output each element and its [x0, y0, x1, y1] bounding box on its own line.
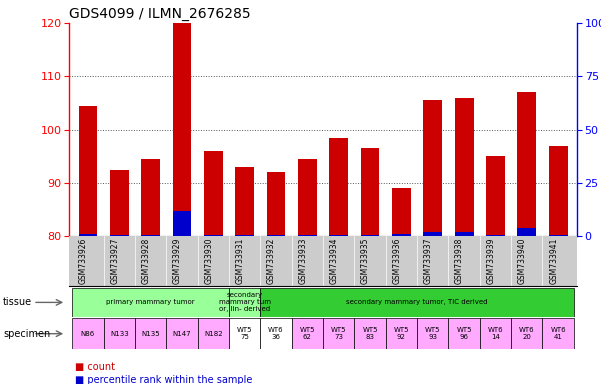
Bar [204, 235, 223, 236]
Bar [298, 235, 317, 236]
Bar [235, 235, 254, 236]
Bar [448, 318, 480, 349]
Bar [455, 232, 474, 236]
Text: GSM733926: GSM733926 [79, 238, 88, 284]
Text: primary mammary tumor: primary mammary tumor [106, 300, 195, 305]
Text: WT6
41: WT6 41 [551, 327, 566, 340]
Bar [423, 100, 442, 236]
Text: WT6
36: WT6 36 [268, 327, 284, 340]
Bar [480, 318, 511, 349]
Text: specimen: specimen [3, 329, 50, 339]
Text: WT5
83: WT5 83 [362, 327, 378, 340]
Text: GSM733938: GSM733938 [455, 238, 464, 284]
Bar [72, 318, 103, 349]
Text: GSM733941: GSM733941 [549, 238, 558, 284]
Text: WT5
62: WT5 62 [300, 327, 315, 340]
Bar [543, 318, 574, 349]
Bar [204, 151, 223, 236]
Text: GSM733936: GSM733936 [392, 238, 401, 284]
Bar [135, 318, 166, 349]
Text: GSM733939: GSM733939 [486, 238, 495, 284]
Text: GSM733940: GSM733940 [518, 238, 527, 284]
Bar [260, 318, 291, 349]
Bar [260, 288, 574, 317]
Text: GSM733928: GSM733928 [142, 238, 151, 284]
Text: secondary
mammary tum
or, lin- derived: secondary mammary tum or, lin- derived [219, 292, 270, 313]
Bar [486, 156, 505, 236]
Text: GSM733931: GSM733931 [236, 238, 245, 284]
Bar [386, 318, 417, 349]
Text: GSM733935: GSM733935 [361, 238, 370, 284]
Text: WT5
75: WT5 75 [237, 327, 252, 340]
Text: N133: N133 [110, 331, 129, 337]
Bar [423, 232, 442, 236]
Bar [329, 235, 348, 236]
Bar [103, 318, 135, 349]
Bar [172, 23, 191, 236]
Text: ■ count: ■ count [75, 362, 115, 372]
Bar [517, 92, 536, 236]
Text: GSM733933: GSM733933 [298, 238, 307, 284]
Bar [110, 235, 129, 236]
Bar [141, 159, 160, 236]
Text: N147: N147 [172, 331, 191, 337]
Bar [141, 235, 160, 236]
Text: GSM733929: GSM733929 [173, 238, 182, 284]
Bar [361, 148, 379, 236]
Bar [323, 318, 355, 349]
Bar [235, 167, 254, 236]
Text: WT5
96: WT5 96 [456, 327, 472, 340]
Bar [229, 288, 260, 317]
Text: GSM733937: GSM733937 [424, 238, 433, 284]
Text: N135: N135 [141, 331, 160, 337]
Text: WT6
14: WT6 14 [487, 327, 503, 340]
Text: N182: N182 [204, 331, 222, 337]
Bar [355, 318, 386, 349]
Text: WT5
73: WT5 73 [331, 327, 346, 340]
Bar [267, 172, 285, 236]
Bar [110, 170, 129, 236]
Text: WT5
92: WT5 92 [394, 327, 409, 340]
Text: WT5
93: WT5 93 [425, 327, 441, 340]
Bar [79, 106, 97, 236]
Bar [417, 318, 448, 349]
Text: tissue: tissue [3, 297, 32, 308]
Text: N86: N86 [81, 331, 95, 337]
Text: secondary mammary tumor, TIC derived: secondary mammary tumor, TIC derived [346, 300, 488, 305]
Bar [291, 318, 323, 349]
Text: GSM733932: GSM733932 [267, 238, 276, 284]
Bar [361, 235, 379, 236]
Bar [549, 146, 567, 236]
Text: ■ percentile rank within the sample: ■ percentile rank within the sample [75, 375, 252, 384]
Bar [198, 318, 229, 349]
Bar [329, 137, 348, 236]
Bar [549, 235, 567, 236]
Bar [72, 288, 229, 317]
Bar [392, 233, 411, 236]
Text: GSM733930: GSM733930 [204, 238, 213, 284]
Bar [486, 235, 505, 236]
Bar [517, 228, 536, 236]
Bar [172, 210, 191, 236]
Text: GSM733934: GSM733934 [330, 238, 339, 284]
Bar [229, 318, 260, 349]
Bar [392, 188, 411, 236]
Bar [298, 159, 317, 236]
Bar [511, 318, 543, 349]
Bar [166, 318, 198, 349]
Bar [79, 233, 97, 236]
Text: GDS4099 / ILMN_2676285: GDS4099 / ILMN_2676285 [69, 7, 251, 21]
Text: GSM733927: GSM733927 [110, 238, 119, 284]
Bar [267, 235, 285, 236]
Bar [455, 98, 474, 236]
Text: WT6
20: WT6 20 [519, 327, 535, 340]
